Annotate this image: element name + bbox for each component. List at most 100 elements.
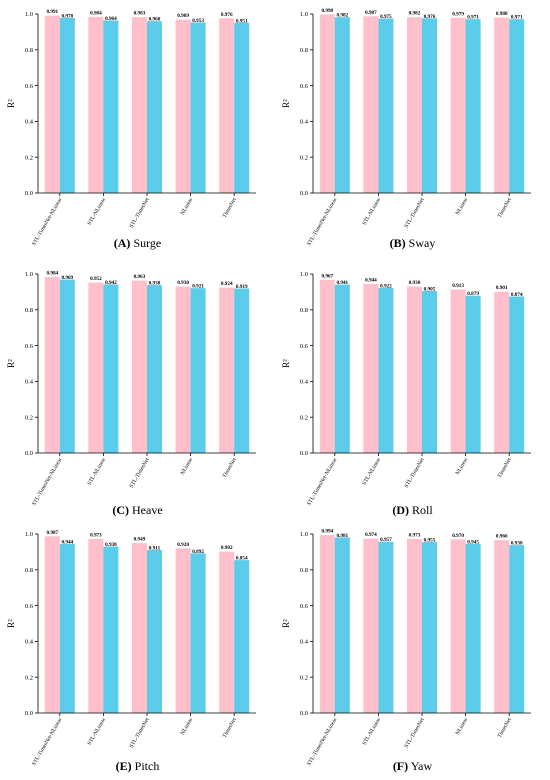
y-tick-label: 0.0: [25, 450, 33, 457]
panel-sway: 0.998 0.987 0.982 0.979 0.980 0.982 0.975 0.976…: [275, 0, 550, 260]
chart-pitch: 0.987 0.973 0.949 0.920 0.902 0.944 0.930 0.911…: [6, 530, 256, 767]
bar-stl-timesnet-series-2: [422, 542, 437, 713]
bar-timesnet-series-1: [219, 551, 235, 713]
x-tick-label-nlinear: NLinear: [455, 197, 470, 216]
bar-nlinear-series-2: [465, 295, 481, 453]
x-tick-label-stl-nlinear: STL-NLinear: [362, 717, 382, 746]
y-tick-label: 0.0: [300, 190, 308, 197]
x-tick-label-stl-nlinear: STL-NLinear: [362, 457, 382, 486]
data-label: 0.979: [452, 11, 464, 17]
bar-nlinear-series-1: [175, 548, 191, 713]
y-tick-label: 0.4: [300, 119, 309, 126]
bar-timesnet-series-1: [219, 18, 235, 193]
x-tick-label-stl-timesnet-nlinear: STL-TimesNet-NLinear: [306, 457, 338, 507]
caption-title: Roll: [412, 503, 433, 517]
data-label: 0.963: [134, 274, 146, 280]
data-label: 0.911: [149, 545, 161, 551]
y-tick-label: 0.6: [300, 343, 309, 350]
data-label: 0.987: [46, 530, 58, 536]
data-label: 0.983: [134, 11, 146, 17]
data-label: 0.974: [365, 532, 377, 538]
data-label: 0.955: [424, 538, 436, 544]
bar-timesnet-series-2: [234, 22, 250, 193]
caption-letter: (D): [392, 503, 409, 517]
caption-letter: (C): [112, 503, 129, 517]
data-label: 0.970: [452, 533, 464, 539]
y-axis-label: R²: [6, 99, 16, 108]
panel-yaw: 0.994 0.974 0.973 0.970 0.966 0.981 0.957 0.955…: [275, 520, 550, 780]
bar-stl-timesnet-nlinear-series-1: [44, 536, 60, 713]
data-label: 0.921: [192, 284, 204, 290]
bar-stl-timesnet-nlinear-series-2: [334, 17, 350, 193]
data-label: 0.919: [236, 284, 248, 290]
bar-timesnet-series-1: [494, 540, 510, 713]
data-label: 0.854: [236, 556, 248, 562]
caption-letter: (B): [389, 236, 406, 250]
bar-stl-nlinear-series-2: [103, 284, 119, 453]
bar-timesnet-series-2: [509, 19, 525, 193]
bar-stl-timesnet-series-2: [422, 291, 437, 453]
y-axis-label: R²: [281, 619, 291, 628]
y-tick-label: 0.8: [25, 307, 33, 314]
data-label: 0.981: [336, 533, 348, 539]
data-label: 0.945: [467, 539, 479, 545]
bar-timesnet-series-2: [234, 560, 250, 713]
data-label: 0.969: [61, 275, 73, 281]
y-tick-label: 0.6: [300, 603, 309, 610]
bar-stl-timesnet-series-1: [407, 538, 422, 713]
data-label: 0.952: [90, 276, 102, 282]
caption-heave: (C) Heave: [0, 503, 275, 518]
bar-stl-timesnet-nlinear-series-1: [319, 14, 335, 193]
bar-timesnet-series-2: [509, 296, 525, 453]
bar-nlinear-series-2: [190, 288, 206, 453]
bar-stl-timesnet-nlinear-series-1: [44, 276, 60, 453]
bar-nlinear-series-2: [190, 22, 206, 193]
y-axis-label: R²: [281, 99, 291, 108]
data-label: 0.892: [192, 549, 204, 555]
data-label: 0.980: [496, 11, 508, 17]
data-label: 0.976: [221, 12, 233, 18]
data-label: 0.951: [236, 18, 248, 24]
data-label: 0.938: [149, 281, 161, 287]
y-tick-label: 0.8: [300, 567, 308, 574]
data-label: 0.922: [380, 283, 392, 289]
data-label: 0.879: [467, 291, 479, 297]
caption-letter: (E): [115, 759, 132, 773]
caption-roll: (D) Roll: [275, 503, 550, 518]
data-label: 0.920: [177, 542, 189, 548]
bar-stl-timesnet-series-1: [132, 17, 147, 193]
x-tick-label-stl-timesnet: STL-TimesNet: [404, 457, 426, 490]
x-tick-label-nlinear: NLinear: [180, 457, 195, 476]
bar-nlinear-series-2: [465, 543, 481, 713]
bar-timesnet-series-2: [234, 288, 250, 453]
data-label: 0.976: [424, 14, 436, 20]
data-label: 0.930: [105, 542, 117, 548]
caption-title: Yaw: [410, 759, 433, 773]
data-label: 0.971: [511, 15, 523, 21]
data-label: 0.973: [409, 532, 421, 538]
bar-stl-timesnet-series-1: [407, 17, 422, 193]
y-tick-label: 0.0: [25, 190, 33, 197]
x-tick-label-stl-nlinear: STL-NLinear: [87, 457, 107, 486]
y-tick-label: 0.6: [300, 83, 309, 90]
y-tick-label: 0.0: [300, 710, 308, 717]
data-label: 0.966: [496, 534, 508, 540]
bar-nlinear-series-1: [450, 289, 466, 453]
bar-stl-timesnet-series-2: [422, 18, 437, 193]
y-tick-label: 0.4: [25, 379, 34, 386]
bar-stl-timesnet-nlinear-series-1: [319, 535, 335, 713]
chart-yaw: 0.994 0.974 0.973 0.970 0.966 0.981 0.957 0.955…: [281, 529, 531, 767]
y-tick-label: 0.2: [25, 674, 33, 681]
x-tick-label-stl-timesnet: STL-TimesNet: [129, 457, 151, 490]
y-tick-label: 0.6: [25, 343, 34, 350]
chart-heave: 0.984 0.952 0.963 0.930 0.924 0.969 0.942 0.938…: [6, 270, 256, 507]
data-label: 0.942: [105, 280, 117, 286]
bar-stl-timesnet-series-1: [407, 286, 422, 453]
bar-timesnet-series-1: [219, 287, 235, 453]
bar-nlinear-series-2: [465, 19, 481, 193]
chart-roll: 0.967 0.944 0.930 0.913 0.901 0.941 0.922 0.905…: [281, 271, 531, 507]
y-tick-label: 1.0: [300, 11, 308, 18]
bar-stl-nlinear-series-2: [103, 20, 119, 193]
bar-timesnet-series-2: [509, 545, 525, 713]
data-label: 0.960: [149, 17, 161, 23]
